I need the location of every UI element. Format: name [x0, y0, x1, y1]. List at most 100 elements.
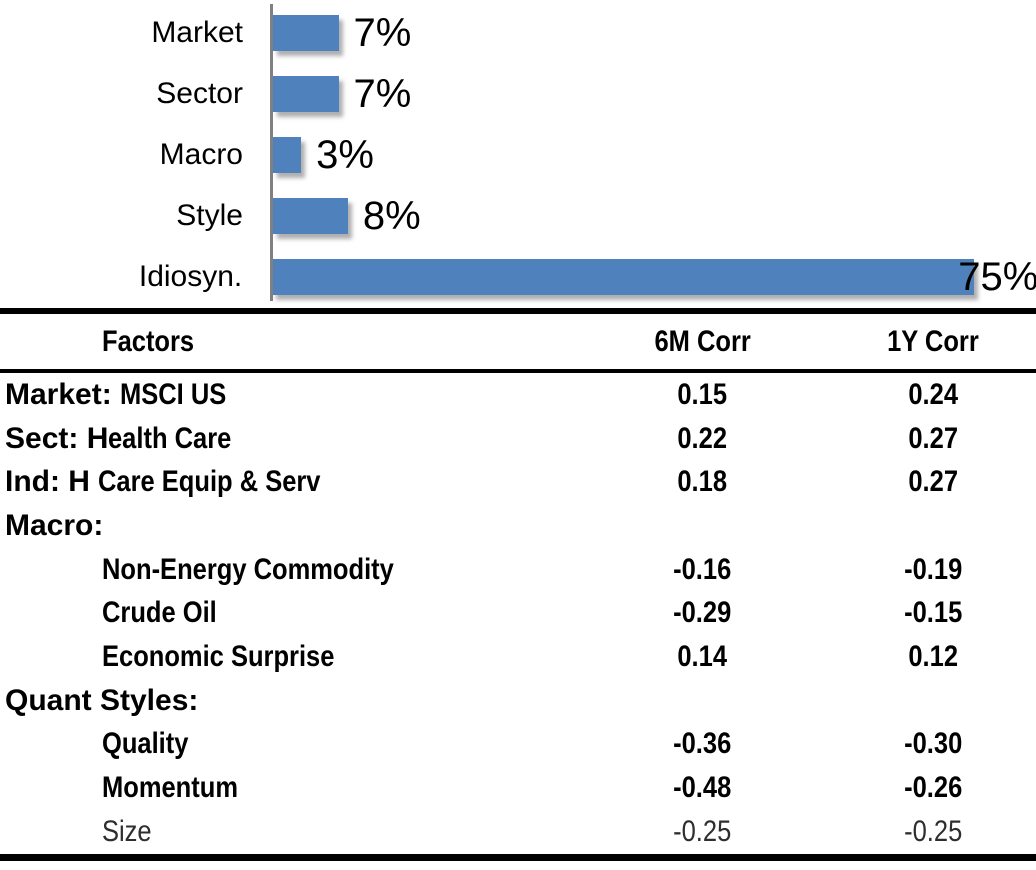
table-row: Ind: H Care Equip & Serv 0.18 0.27	[0, 460, 1036, 504]
factor-cell: Crude Oil	[0, 591, 575, 635]
bar-value-label: 3%	[316, 132, 374, 177]
value-6m-corr: 0.22	[677, 421, 728, 455]
table-row: Non-Energy Commodity -0.16 -0.19	[0, 548, 1036, 592]
factor-cell: Momentum	[0, 766, 575, 810]
cell-1y-corr: -0.25	[830, 810, 1036, 857]
chart-row: Macro 3%	[0, 124, 1036, 185]
chart-row: Sector 7%	[0, 63, 1036, 124]
cell-6m-corr: -0.36	[575, 723, 830, 767]
table-row: Quality -0.36 -0.30	[0, 723, 1036, 767]
value-6m-corr: -0.36	[673, 727, 732, 761]
factor-cell: Ind: H Care Equip & Serv	[0, 460, 575, 504]
cell-6m-corr: -0.16	[575, 548, 830, 592]
bar	[273, 198, 348, 235]
category-label: Style	[176, 199, 243, 233]
category-label: Macro	[159, 137, 243, 171]
value-6m-corr: 0.14	[677, 639, 728, 673]
bar-value-label: 75%	[958, 255, 1036, 300]
row-label: MSCI US	[120, 377, 227, 411]
column-header-6m-corr: 6M Corr	[575, 311, 830, 373]
category-label: Market	[151, 15, 243, 49]
value-1y-corr: 0.12	[908, 639, 958, 673]
cell-6m-corr: 0.15	[575, 371, 830, 417]
row-label: ealth Care	[108, 421, 232, 455]
cell-6m-corr: -0.48	[575, 766, 830, 810]
row-label: Economic Surprise	[102, 639, 335, 673]
factor-cell: Macro:	[0, 504, 575, 548]
table-row: Economic Surprise 0.14 0.12	[0, 635, 1036, 679]
value-1y-corr: -0.30	[903, 727, 963, 761]
value-6m-corr: 0.15	[677, 377, 728, 411]
value-6m-corr: -0.16	[673, 552, 732, 586]
row-label: Non-Energy Commodity	[102, 552, 394, 586]
value-6m-corr: 0.18	[677, 465, 728, 499]
factor-cell: Quant Styles:	[0, 679, 575, 723]
chart-row: Idiosyn. 75%	[0, 247, 1036, 308]
table-body: Market: MSCI US 0.15 0.24 Sect: Health Care 0…	[0, 371, 1036, 857]
column-header-label: 6M Corr	[654, 324, 751, 358]
value-1y-corr: -0.15	[903, 596, 963, 630]
column-header-label: 1Y Corr	[887, 324, 979, 358]
value-1y-corr: 0.27	[908, 465, 958, 499]
bar-value-label: 7%	[353, 71, 412, 116]
value-1y-corr: -0.25	[903, 814, 963, 848]
cell-1y-corr: -0.26	[830, 766, 1036, 810]
cell-6m-corr	[575, 679, 830, 723]
row-label-prefix: Market:	[5, 377, 112, 411]
cell-1y-corr: 0.27	[830, 460, 1036, 504]
row-label-prefix: Sect: H	[5, 421, 109, 455]
cell-6m-corr: 0.14	[575, 635, 830, 679]
cell-1y-corr: 0.27	[830, 417, 1036, 461]
column-header-label: Factors	[102, 324, 195, 358]
cell-1y-corr: -0.30	[830, 723, 1036, 767]
bar	[273, 136, 302, 173]
value-1y-corr: 0.24	[908, 377, 958, 411]
category-label: Idiosyn.	[138, 260, 243, 294]
cell-1y-corr: 0.24	[830, 371, 1036, 417]
value-1y-corr: 0.27	[908, 421, 958, 455]
row-label: Momentum	[102, 771, 238, 805]
row-label-prefix: Macro:	[5, 508, 104, 542]
row-label: Quality	[102, 727, 189, 761]
table-row: Macro:	[0, 504, 1036, 548]
bar	[272, 259, 975, 296]
row-label: Size	[102, 814, 152, 848]
bar	[273, 14, 339, 51]
cell-6m-corr: -0.29	[575, 591, 830, 635]
cell-6m-corr: 0.22	[575, 417, 830, 461]
factor-cell: Economic Surprise	[0, 635, 575, 679]
bar-area: 7%	[273, 2, 1036, 63]
bar-value-label: 8%	[362, 194, 421, 239]
factor-cell: Quality	[0, 723, 575, 767]
table-row: Market: MSCI US 0.15 0.24	[0, 371, 1036, 417]
value-6m-corr: -0.29	[673, 596, 732, 630]
column-header-factors: Factors	[0, 311, 575, 373]
value-1y-corr: -0.26	[903, 771, 963, 805]
cell-6m-corr	[575, 504, 830, 548]
cell-1y-corr	[830, 679, 1036, 723]
chart-rows: Market 7% Sector 7% Macro 3% Style 8% Idiosyn. 75…	[0, 2, 1036, 308]
value-6m-corr: -0.48	[673, 771, 732, 805]
factor-contribution-bar-chart: Market 7% Sector 7% Macro 3% Style 8% Idiosyn. 75…	[0, 0, 1036, 308]
row-label-prefix: Quant Styles:	[5, 683, 199, 717]
factor-cell: Market: MSCI US	[0, 371, 575, 417]
factor-cell: Non-Energy Commodity	[0, 548, 575, 592]
chart-row: Style 8%	[0, 186, 1036, 247]
table-header-row: Factors 6M Corr 1Y Corr	[0, 311, 1036, 373]
bar-value-label: 7%	[353, 10, 412, 55]
y-axis-line	[270, 4, 273, 301]
table-row: Quant Styles:	[0, 679, 1036, 723]
bar-area: 3%	[273, 124, 1036, 185]
bar-area: 75%	[272, 247, 1036, 308]
factor-cell: Size	[0, 810, 575, 857]
value-6m-corr: -0.25	[673, 814, 732, 848]
cell-6m-corr: 0.18	[575, 460, 830, 504]
bar-area: 8%	[273, 186, 1036, 247]
row-label: Crude Oil	[102, 596, 217, 630]
column-header-1y-corr: 1Y Corr	[830, 311, 1036, 373]
chart-row: Market 7%	[0, 2, 1036, 63]
factor-cell: Sect: Health Care	[0, 417, 575, 461]
table-row: Size -0.25 -0.25	[0, 810, 1036, 857]
table-row: Momentum -0.48 -0.26	[0, 766, 1036, 810]
category-label: Sector	[156, 76, 243, 110]
